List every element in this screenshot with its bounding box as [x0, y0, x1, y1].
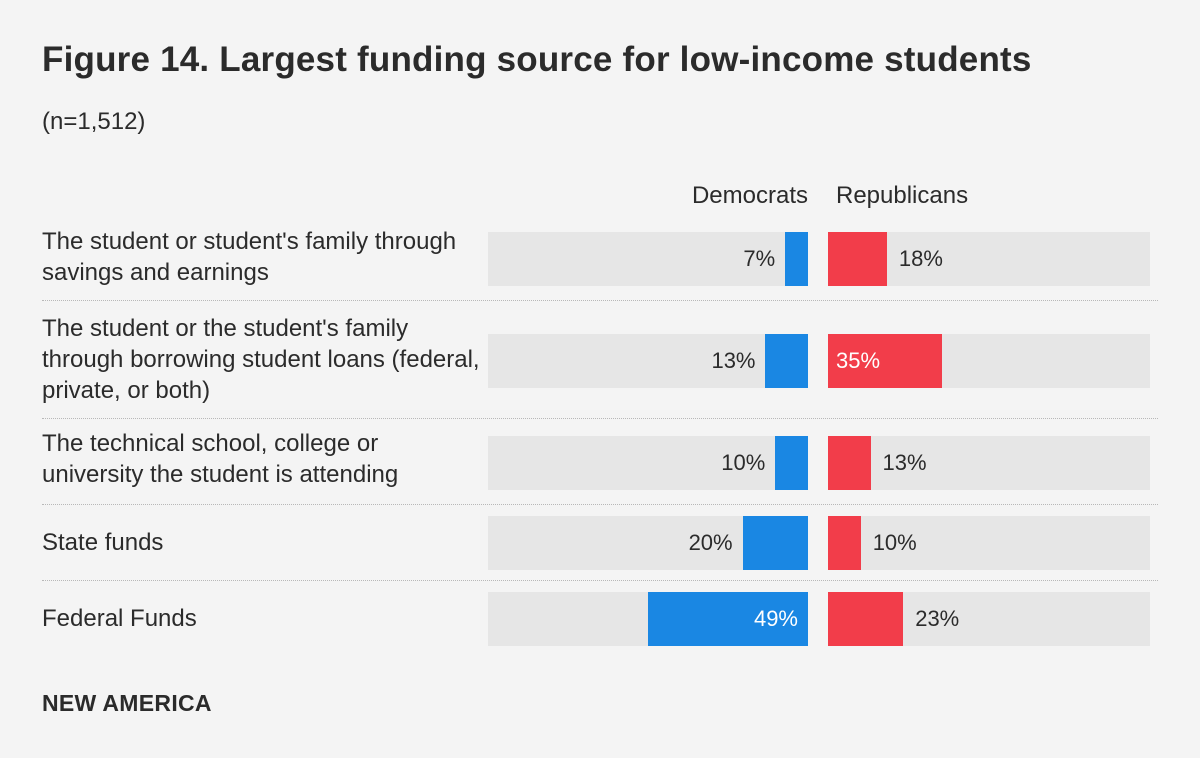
- rep-value-label: 10%: [872, 530, 917, 555]
- dem-value-label: 10%: [721, 450, 766, 475]
- row-divider: [42, 504, 1158, 505]
- row-divider: [42, 300, 1158, 301]
- rep-value-label: 23%: [915, 606, 960, 631]
- rep-bar-track: [828, 516, 1150, 570]
- dem-bar: [647, 592, 808, 646]
- category-label: Federal Funds: [42, 605, 197, 632]
- row-divider: [42, 418, 1158, 419]
- dem-value-label: 20%: [688, 530, 733, 555]
- chart-subtitle: (n=1,512): [42, 108, 146, 135]
- dem-value-label: 13%: [711, 348, 756, 373]
- dem-value-label: 7%: [743, 246, 776, 271]
- category-label: The student or student's family through …: [42, 228, 457, 286]
- rep-value-label: 35%: [836, 348, 881, 373]
- row-divider: [42, 580, 1158, 581]
- dem-value-label: 49%: [753, 606, 798, 631]
- dem-bar-track: [488, 232, 808, 286]
- rep-bar: [828, 436, 871, 490]
- brand-logo: NEW AMERICA: [42, 690, 212, 716]
- dem-bar: [765, 334, 808, 388]
- category-label: State funds: [42, 529, 164, 556]
- dem-bar: [742, 516, 808, 570]
- rep-bar: [828, 232, 887, 286]
- rep-bar-track: [828, 436, 1150, 490]
- rep-value-label: 18%: [898, 246, 943, 271]
- legend-democrats: Democrats: [691, 182, 808, 209]
- category-label: The technical school, college or univers…: [42, 430, 399, 488]
- chart-title: Figure 14. Largest funding source for lo…: [42, 40, 1032, 79]
- category-label: The student or the student's family thro…: [42, 315, 480, 404]
- dem-bar-track: [488, 334, 808, 388]
- legend-republicans: Republicans: [836, 182, 969, 209]
- rep-bar: [828, 516, 861, 570]
- rep-bar: [828, 592, 904, 646]
- rep-value-label: 13%: [882, 450, 927, 475]
- rep-bar: [828, 334, 943, 388]
- dem-bar: [775, 436, 808, 490]
- dem-bar: [785, 232, 808, 286]
- dem-bar-track: [488, 436, 808, 490]
